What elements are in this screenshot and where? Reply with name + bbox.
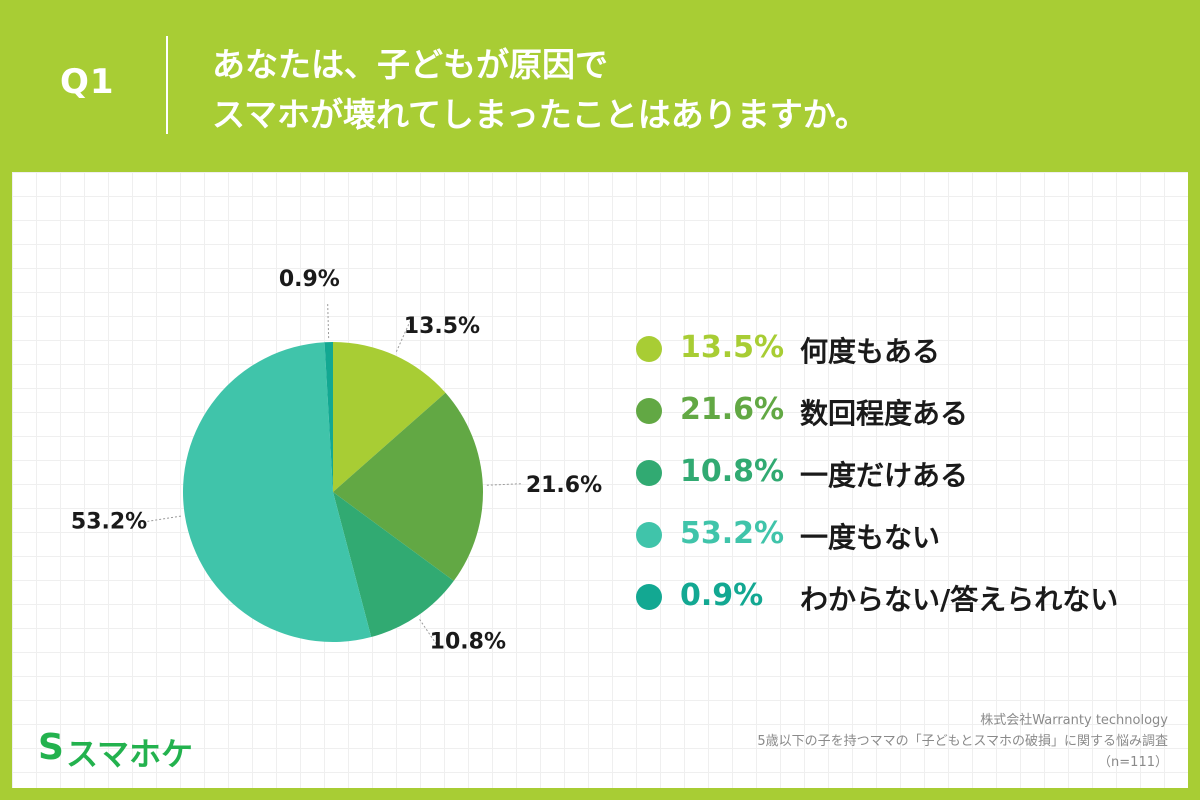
legend-label: わからない/答えられない [800, 583, 1119, 616]
pie-value-label: 0.9% [279, 267, 340, 292]
pie-slice [333, 392, 484, 581]
source-company: 株式会社Warranty technology [980, 713, 1168, 728]
brand-name: スマホケ [66, 735, 194, 773]
pie-slice [333, 342, 446, 492]
source-note: 株式会社Warranty technology 5歳以下の子を持つママの「子ども… [757, 710, 1168, 773]
leader-line [486, 483, 523, 486]
source-sample: （n=111） [1098, 755, 1168, 770]
pie-value-label: 53.2% [71, 509, 147, 534]
leader-line [327, 302, 330, 339]
legend-label: 数回程度ある [800, 397, 969, 430]
header: Q1 あなたは、子どもが原因で スマホが壊れてしまったことはありますか。 [0, 0, 1200, 170]
pie-slice [333, 492, 454, 638]
pie-value-label: 10.8% [430, 629, 506, 654]
legend-dot [636, 522, 662, 548]
legend-label: 一度もない [800, 521, 941, 554]
question-title-line-1: あなたは、子どもが原因で [212, 45, 608, 84]
legend-value: 0.9% [680, 578, 764, 613]
legend-value: 13.5% [680, 330, 785, 365]
legend-dot [636, 336, 662, 362]
legend-label: 何度もある [800, 335, 941, 368]
legend-value: 21.6% [680, 392, 785, 427]
legend-label: 一度だけある [800, 459, 969, 492]
legend-dot [636, 584, 662, 610]
chart-panel: 13.5% 21.6% 10.8% 53.2% 0.9% 13.5% 何度もある 21.… [12, 172, 1188, 788]
question-title-line-2: スマホが壊れてしまったことはありますか。 [212, 95, 869, 134]
leader-line [395, 318, 412, 352]
legend-value: 53.2% [680, 516, 785, 551]
brand-s-icon: S [38, 727, 64, 768]
pie-value-label: 13.5% [404, 314, 480, 339]
pie-slice [324, 342, 333, 492]
leader-line [419, 619, 441, 650]
question-number: Q1 [60, 62, 115, 102]
legend-dot [636, 460, 662, 486]
leader-line [145, 515, 181, 523]
legend-value: 10.8% [680, 454, 785, 489]
pie-chart: 13.5% 21.6% 10.8% 53.2% 0.9% [71, 267, 602, 654]
legend-dot [636, 398, 662, 424]
pie-slice [183, 342, 372, 643]
header-divider [166, 36, 168, 134]
pie-value-label: 21.6% [526, 473, 602, 498]
question-title: あなたは、子どもが原因で スマホが壊れてしまったことはありますか。 [212, 40, 868, 140]
source-survey: 5歳以下の子を持つママの「子どもとスマホの破損」に関する悩み調査 [757, 734, 1168, 749]
